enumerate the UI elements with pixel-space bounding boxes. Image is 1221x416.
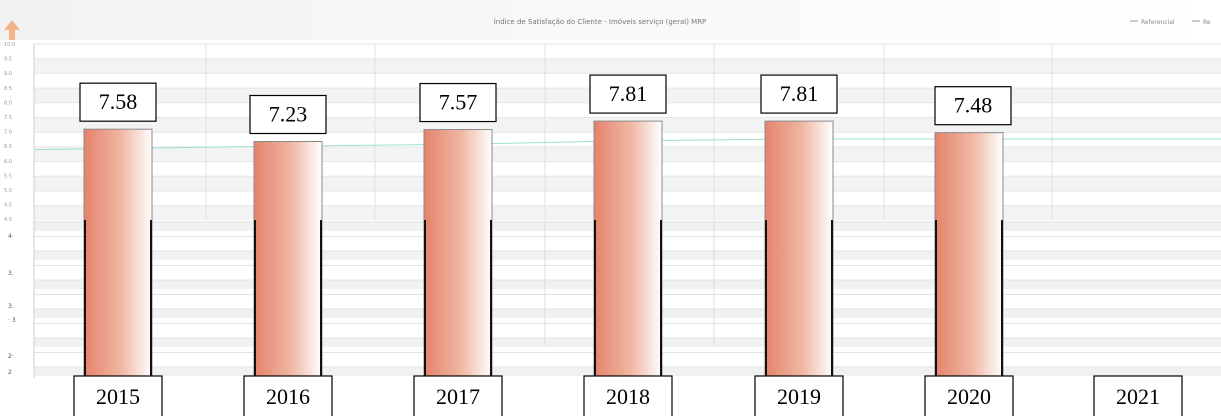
legend-item-re: Re bbox=[1203, 19, 1211, 26]
bar-edge-left bbox=[765, 220, 767, 400]
bar-edge-left bbox=[935, 220, 937, 400]
y-axis: 10.0 9.5 9.0 8.5 8.0 7.5 7.0 6.5 6.0 5.5 5.0 4.5 4.0… bbox=[4, 42, 35, 378]
category-label: 2017 bbox=[436, 384, 480, 409]
y-tick-label: 7.0 bbox=[4, 130, 12, 136]
bar-edge-right bbox=[1001, 220, 1003, 400]
data-label: 7.48 bbox=[954, 93, 993, 118]
y-tick-label: 8.5 bbox=[4, 86, 12, 92]
y-tick-label: 4.5 bbox=[4, 203, 12, 209]
y-tick-label-lower: · 3 bbox=[8, 317, 16, 324]
y-tick-label: 4.0 bbox=[4, 217, 12, 223]
bar-2016 bbox=[253, 141, 323, 401]
y-tick-label: 6.0 bbox=[4, 159, 12, 165]
legend-item-referencial: Referencial bbox=[1141, 19, 1175, 26]
category-label-box bbox=[754, 375, 844, 416]
bar-edge-left bbox=[424, 220, 426, 400]
data-label-box bbox=[419, 82, 497, 123]
data-label: 7.23 bbox=[269, 102, 308, 127]
data-label: 7.58 bbox=[99, 89, 138, 114]
data-label: 7.57 bbox=[439, 90, 478, 115]
bar-edge-left bbox=[594, 220, 596, 400]
category-label: 2019 bbox=[777, 384, 821, 409]
y-tick-label: 6.5 bbox=[4, 144, 12, 150]
header-strip bbox=[0, 0, 1221, 40]
category-label-box bbox=[583, 375, 673, 416]
bar-edge-right bbox=[320, 220, 322, 400]
y-tick-label: 5.0 bbox=[4, 188, 12, 194]
data-label-box bbox=[760, 74, 838, 114]
data-labels: 7.58 7.23 7.57 7.81 7.81 7.48 bbox=[79, 74, 1012, 135]
category-labels: 2015 2016 2017 2018 2019 2020 2021 bbox=[73, 375, 1183, 416]
bar-2015 bbox=[83, 128, 153, 401]
bar-edge-left bbox=[84, 220, 86, 400]
data-label-box bbox=[79, 82, 157, 122]
data-label: 7.81 bbox=[609, 81, 648, 106]
y-tick-label: 10.0 bbox=[4, 42, 15, 48]
chart-title: Índice de Satisfação do Cliente - Imóvei… bbox=[494, 17, 707, 26]
category-label-box bbox=[243, 375, 333, 416]
bar-edge-left bbox=[254, 220, 256, 400]
y-tick-label-lower: 3. bbox=[8, 270, 14, 277]
category-label-box bbox=[924, 375, 1014, 416]
bar-edge-right bbox=[490, 220, 492, 400]
data-label-box bbox=[589, 74, 667, 114]
bar-2019 bbox=[764, 120, 834, 401]
category-label-box bbox=[413, 375, 503, 416]
bars bbox=[83, 120, 1004, 401]
y-tick-label-lower: 2· bbox=[8, 353, 14, 360]
y-tick-label-lower: 2 bbox=[8, 369, 12, 376]
y-tick-label-lower: 3. bbox=[8, 303, 14, 310]
data-label-box bbox=[249, 94, 327, 135]
category-label: 2020 bbox=[947, 384, 991, 409]
legend: Referencial Re bbox=[1130, 19, 1211, 26]
bar-edge-right bbox=[150, 220, 152, 400]
data-label: 7.81 bbox=[780, 81, 819, 106]
category-label: 2018 bbox=[606, 384, 650, 409]
data-label-box bbox=[934, 86, 1012, 126]
bar-2020 bbox=[934, 132, 1004, 401]
grid-band bbox=[34, 58, 1221, 74]
bar-2017 bbox=[423, 129, 493, 401]
y-tick-label: 9.5 bbox=[4, 57, 12, 63]
y-tick-label-lower: 4· bbox=[8, 233, 14, 240]
y-tick-label: 7.5 bbox=[4, 115, 12, 121]
up-arrow-icon[interactable] bbox=[4, 20, 20, 40]
bar-edge-right bbox=[831, 220, 833, 400]
category-label-box bbox=[73, 375, 163, 416]
y-tick-label: 9.0 bbox=[4, 71, 12, 77]
y-tick-label: 8.0 bbox=[4, 100, 12, 106]
y-tick-label: 5.5 bbox=[4, 173, 12, 179]
bar-edge-right bbox=[660, 220, 662, 400]
category-label-box bbox=[1093, 375, 1183, 416]
category-label: 2015 bbox=[96, 384, 140, 409]
bar-2018 bbox=[593, 120, 663, 401]
category-label: 2016 bbox=[266, 384, 310, 409]
category-label: 2021 bbox=[1116, 384, 1160, 409]
